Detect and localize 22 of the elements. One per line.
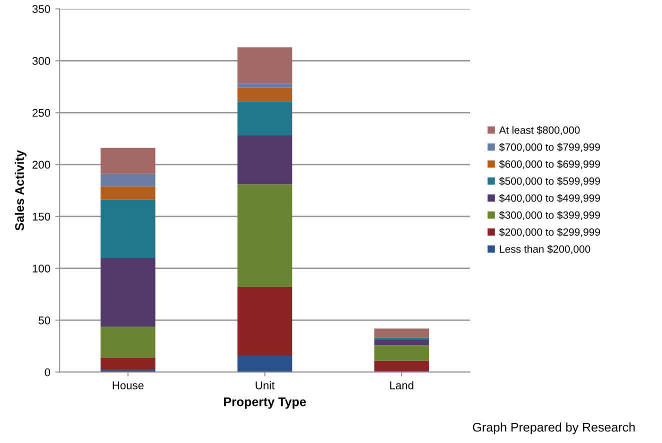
y-tick-label: 0: [44, 368, 50, 376]
y-tick-label: 250: [32, 108, 50, 117]
y-tick-label: 50: [38, 316, 50, 324]
legend-label: $700,000 to $799,999: [499, 142, 600, 152]
y-tick-label: 350: [32, 5, 50, 13]
y-tick-label: 200: [32, 160, 50, 169]
y-tick-label: 300: [32, 57, 50, 65]
x-tick-label: Unit: [256, 381, 275, 390]
x-tick-label: Land: [390, 381, 414, 390]
legend-label: Less than $200,000: [500, 244, 590, 254]
y-axis-title: Sales Activity: [14, 150, 26, 231]
y-tick-label: 100: [32, 264, 50, 272]
x-tick-label: House: [112, 382, 144, 390]
text: Graph Prepared by Research: [472, 422, 635, 434]
legend-label: $400,000 to $499,999: [499, 194, 600, 204]
legend-label: $600,000 to $699,999: [499, 160, 600, 170]
legend-label: $200,000 to $299,999: [499, 228, 600, 238]
legend-label: At least $800,000: [499, 126, 580, 136]
legend-label: $300,000 to $399,999: [499, 210, 600, 220]
y-tick-label: 150: [32, 212, 50, 221]
legend-label: $500,000 to $599,999: [499, 176, 600, 186]
x-axis-title: Property Type: [224, 398, 306, 409]
